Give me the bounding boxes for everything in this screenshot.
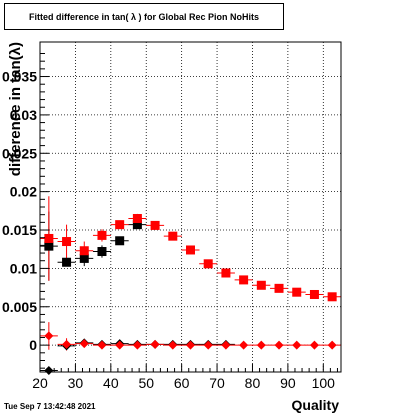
x-tick-label: 80 [245, 375, 261, 391]
diamond-marker [203, 340, 213, 350]
square-marker [292, 287, 302, 297]
y-tick-label: 0.005 [2, 299, 37, 315]
y-tick-label: 0 [29, 337, 37, 353]
square-marker [97, 247, 107, 257]
square-marker [132, 214, 142, 224]
diamond-marker [79, 339, 89, 349]
y-tick-label: 0.03 [10, 107, 37, 123]
data-markers [44, 214, 337, 375]
square-marker [115, 236, 125, 246]
y-tick-label: 0.035 [2, 69, 37, 85]
x-tick-label: 40 [103, 375, 119, 391]
diamond-marker [186, 340, 195, 350]
diamond-marker [115, 340, 125, 350]
square-marker [256, 280, 266, 290]
square-marker [44, 241, 54, 251]
axis-ticks [39, 53, 338, 372]
grid [39, 42, 341, 372]
diamond-marker [256, 340, 266, 350]
square-marker [62, 237, 72, 247]
square-marker [150, 220, 160, 230]
square-marker [168, 231, 178, 241]
y-tick-label: 0.01 [10, 260, 37, 276]
square-marker [309, 289, 319, 299]
x-tick-label: 70 [209, 375, 225, 391]
tick-labels: 20 30 40 50 60 70 80 90 100 0 0.005 0.01 0.015 0.02 0.… [2, 69, 335, 391]
diamond-marker [44, 331, 54, 341]
timestamp: Tue Sep 7 13:42:48 2021 [4, 402, 96, 411]
chart-title-box: Fitted difference in tan( λ ) for Global… [4, 3, 284, 30]
x-tick-label: 20 [32, 375, 48, 391]
diamond-marker [309, 340, 319, 350]
x-tick-label: 30 [68, 375, 84, 391]
square-marker [274, 283, 284, 293]
diamond-marker [97, 340, 107, 350]
diamond-marker [62, 339, 72, 349]
x-tick-label: 60 [174, 375, 190, 391]
x-axis-label: Quality [292, 397, 340, 413]
square-marker [79, 246, 89, 256]
diamond-marker [132, 340, 142, 350]
diamond-marker [292, 340, 302, 350]
diamond-marker [274, 340, 284, 350]
square-marker [186, 245, 195, 255]
diamond-marker [239, 340, 249, 350]
chart-title: Fitted difference in tan( λ ) for Global… [28, 11, 260, 22]
diamond-marker [150, 339, 160, 349]
square-marker [327, 292, 337, 302]
square-marker [221, 268, 231, 278]
y-tick-label: 0.015 [2, 222, 37, 238]
y-tick-label: 0.025 [2, 145, 37, 161]
square-marker [203, 259, 213, 269]
x-tick-label: 90 [280, 375, 296, 391]
square-marker [239, 275, 249, 285]
y-tick-label: 0.02 [10, 184, 37, 200]
square-marker [115, 220, 125, 230]
diamond-marker [327, 340, 337, 350]
x-tick-label: 50 [138, 375, 154, 391]
y-axis-label: difference in tan(λ) [7, 42, 24, 176]
square-marker [44, 233, 54, 243]
diamond-marker [44, 365, 54, 375]
diamond-marker [221, 340, 231, 350]
diamond-marker [168, 340, 178, 350]
x-tick-label: 100 [312, 375, 336, 391]
square-marker [62, 257, 72, 267]
plot-frame [39, 41, 342, 373]
square-marker [79, 253, 89, 263]
square-marker [97, 230, 107, 240]
square-marker [132, 220, 142, 230]
